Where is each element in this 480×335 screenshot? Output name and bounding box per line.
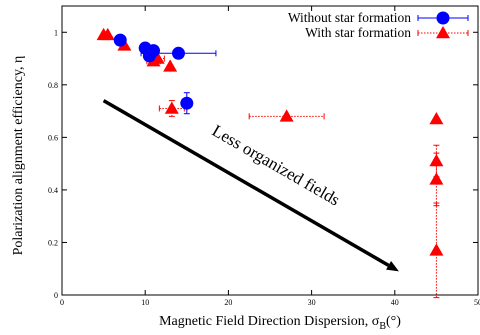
y-tick-label: 0.2 [48,238,58,247]
circle-point [113,33,127,47]
axes: 0 10 20 30 40 50 0 0.2 0.4 0.6 0.8 1 Magnetic Field … [11,5,480,332]
y-tick-label: 0.4 [48,186,58,195]
data-layer [96,27,444,299]
x-tick-label: 30 [308,298,316,307]
series-without-star-formation [113,33,217,115]
triangle-point [150,51,165,64]
y-tick-label: 0.8 [48,81,58,90]
triangle-point [429,172,444,185]
circle-point [142,49,156,63]
legend-label: With star formation [305,25,411,40]
legend-marker [436,11,450,25]
circle-point [180,96,194,110]
circle-point [171,46,185,60]
triangle-point [100,27,115,41]
plot-frame [61,5,479,296]
triangle-point [163,59,178,72]
x-tick-label: 50 [474,298,480,307]
triangle-point [279,109,294,122]
x-tick-label: 20 [224,298,232,307]
x-axis-label: Magnetic Field Direction Dispersion, σB(… [159,314,401,332]
y-tick-label: 1 [54,28,58,37]
legend-label: Without star formation [288,10,411,25]
trend-arrow-head [386,261,399,272]
annotation: Less organized fields [102,99,399,272]
triangle-point [429,111,444,125]
triangle-point [429,243,444,256]
trend-arrow-shaft [102,99,390,267]
triangle-point [164,101,179,114]
x-tick-label: 0 [60,298,64,307]
y-tick-label: 0 [54,291,58,300]
x-tick-label: 40 [391,298,399,307]
legend-marker [436,26,450,39]
y-axis-label: Polarization alignment efficiency, η [11,56,26,256]
y-tick-label: 0.6 [48,133,58,142]
annotation-text: Less organized fields [209,121,343,210]
x-tick-label: 10 [141,298,149,307]
